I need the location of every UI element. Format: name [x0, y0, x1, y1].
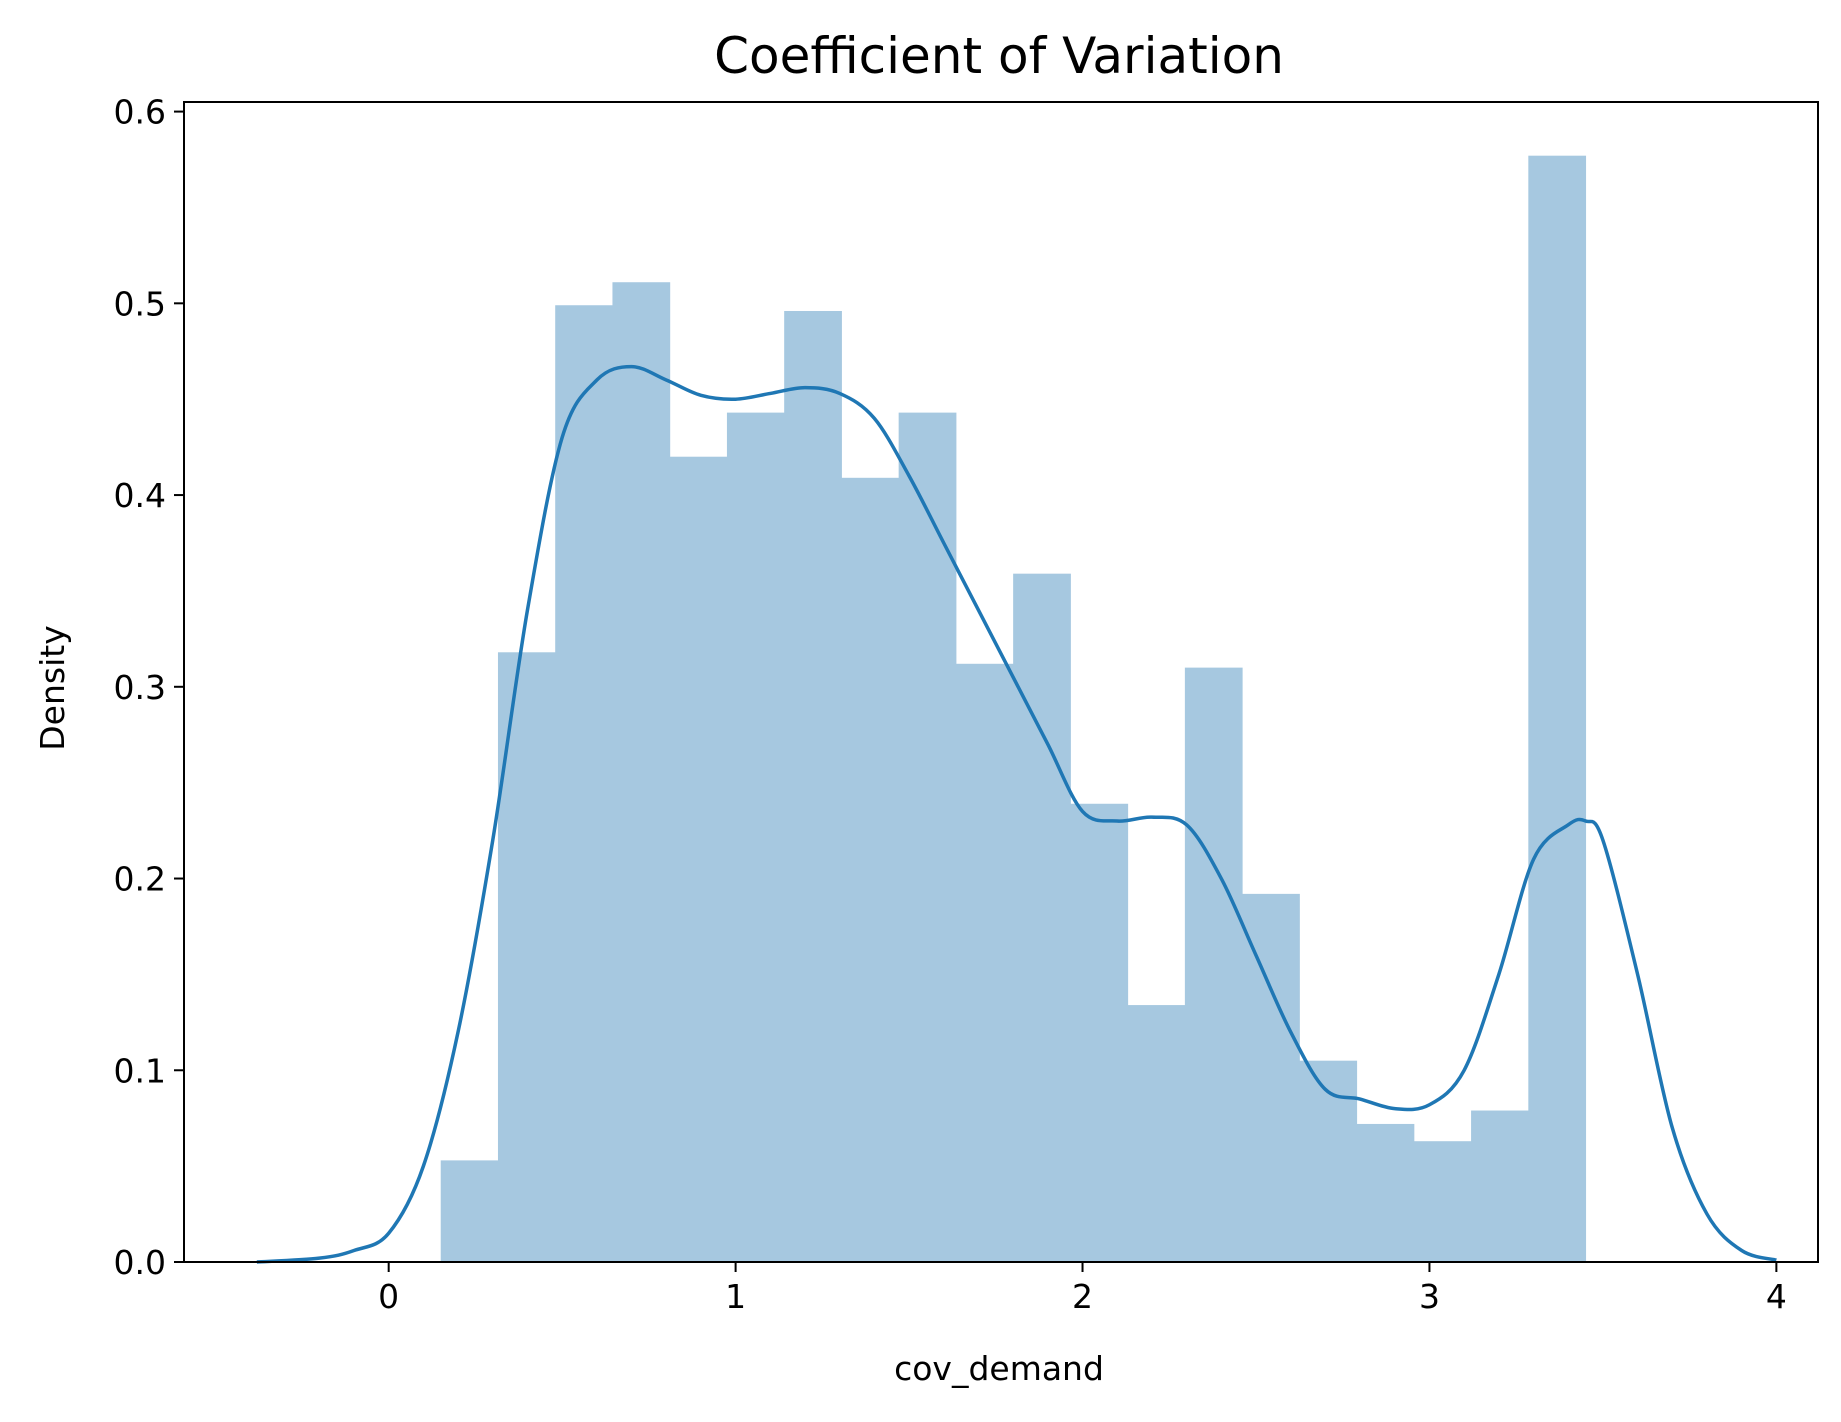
x-tick-label: 0	[378, 1277, 399, 1316]
y-tick-label: 0.4	[114, 476, 166, 515]
histogram-bar	[1127, 1005, 1186, 1262]
histogram-bar	[1471, 1110, 1529, 1262]
histogram-bar	[898, 412, 957, 1262]
histogram-bar	[784, 310, 842, 1263]
histogram-bar	[1356, 1123, 1415, 1262]
x-tick-label: 3	[1419, 1277, 1440, 1316]
x-axis-ticks: 0 1 2 3 4	[378, 1262, 1787, 1316]
kde-curve	[256, 364, 1777, 1264]
histogram-bar	[955, 663, 1014, 1262]
y-tick-label: 0.3	[114, 668, 166, 707]
histogram-bar	[555, 305, 613, 1263]
histogram-bar	[669, 456, 728, 1262]
x-axis-label: cov_demand	[894, 1349, 1104, 1388]
y-axis-ticks: 0.0 0.1 0.2 0.3 0.4 0.5 0.6	[114, 93, 184, 1282]
y-tick-label: 0.2	[114, 860, 166, 899]
histogram-bar	[1070, 803, 1129, 1262]
histogram-bar	[1013, 573, 1071, 1262]
y-tick-label: 0.5	[114, 284, 166, 323]
histogram-bar	[1528, 155, 1587, 1263]
y-axis-label: Density	[33, 625, 72, 750]
histogram-bar	[612, 282, 671, 1262]
histogram-bar	[841, 477, 900, 1263]
histogram-bar	[1242, 893, 1300, 1262]
chart-title: Coefficient of Variation	[714, 27, 1284, 85]
x-tick-label: 1	[725, 1277, 746, 1316]
y-tick-label: 0.1	[114, 1051, 166, 1090]
histogram-bars	[440, 155, 1587, 1263]
histogram-bar	[497, 652, 556, 1262]
y-tick-label: 0.0	[114, 1243, 166, 1282]
histogram-bar	[1184, 667, 1243, 1262]
y-tick-label: 0.6	[114, 93, 166, 132]
x-tick-label: 2	[1072, 1277, 1093, 1316]
x-tick-label: 4	[1766, 1277, 1787, 1316]
histogram-bar	[1413, 1141, 1472, 1262]
histogram-bar	[726, 412, 785, 1262]
plot-frame	[183, 101, 1819, 1263]
histogram-bar	[440, 1160, 499, 1262]
histogram-bar	[1299, 1060, 1358, 1262]
